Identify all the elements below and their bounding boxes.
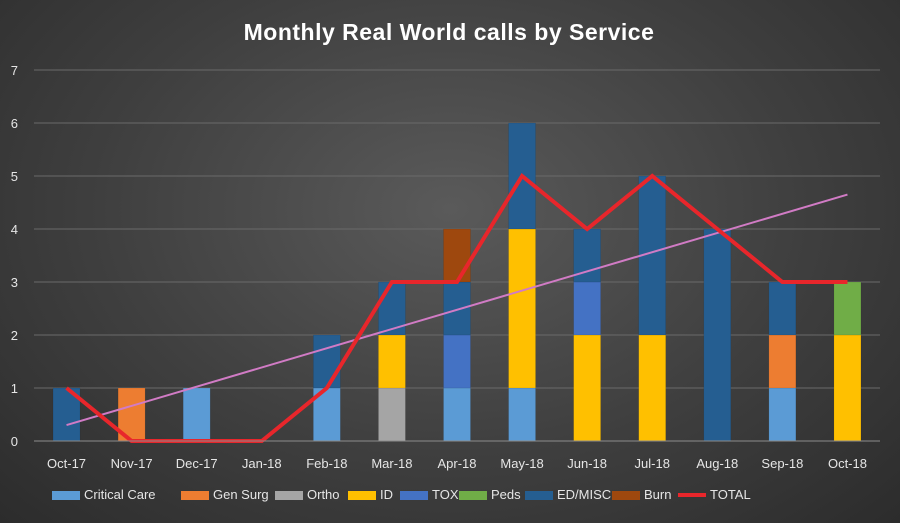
trendline-segment <box>66 193 848 427</box>
bar-segment-ortho <box>378 387 406 442</box>
y-axis-ticks: 0 1 2 3 4 5 6 7 <box>11 63 18 449</box>
y-tick-label: 0 <box>11 434 18 449</box>
y-tick-label: 5 <box>11 169 18 184</box>
x-tick-label: Jan-18 <box>242 456 282 471</box>
legend-label: ED/MISC <box>557 487 611 502</box>
legend-item: Gen Surg <box>181 487 269 502</box>
legend-swatch <box>275 491 303 500</box>
bar-segment-peds <box>833 281 862 336</box>
bar-segment-ed-misc <box>703 228 732 442</box>
chart-title: Monthly Real World calls by Service <box>244 19 655 45</box>
legend-label: Critical Care <box>84 487 156 502</box>
legend-label: Peds <box>491 487 521 502</box>
legend-item: ED/MISC <box>525 487 611 502</box>
y-tick-label: 1 <box>11 381 18 396</box>
x-tick-label: Oct-18 <box>828 456 867 471</box>
x-tick-label: Jun-18 <box>567 456 607 471</box>
legend-label: ID <box>380 487 393 502</box>
x-axis-ticks: Oct-17 Nov-17 Dec-17 Jan-18 Feb-18 Mar-18 Apr-… <box>47 456 867 471</box>
y-tick-label: 2 <box>11 328 18 343</box>
y-tick-label: 7 <box>11 63 18 78</box>
y-tick-label: 6 <box>11 116 18 131</box>
legend-item: Critical Care <box>52 487 156 502</box>
x-tick-label: Oct-17 <box>47 456 86 471</box>
bar-segment-ed-misc <box>443 281 471 336</box>
x-tick-label: Jul-18 <box>635 456 670 471</box>
bar-segment-id <box>833 334 862 442</box>
bar-segment-ed-misc <box>573 228 601 283</box>
x-tick-label: Sep-18 <box>761 456 803 471</box>
bar-segment-gen-surg <box>768 334 797 389</box>
bar-segment-id <box>638 334 666 442</box>
legend-swatch <box>52 491 80 500</box>
legend-swatch <box>525 491 553 500</box>
legend-swatch <box>400 491 428 500</box>
bar-segment-burn <box>443 228 471 283</box>
bar-segment-id <box>508 228 536 389</box>
bar-segment-tox <box>573 281 601 336</box>
legend-swatch <box>612 491 640 500</box>
legend-label: Ortho <box>307 487 340 502</box>
legend-label: TOX <box>432 487 459 502</box>
y-tick-label: 4 <box>11 222 18 237</box>
x-tick-label: Nov-17 <box>111 456 153 471</box>
legend-label: Burn <box>644 487 671 502</box>
bar-segment-critical-care <box>182 387 211 442</box>
x-tick-label: Dec-17 <box>176 456 218 471</box>
x-tick-label: Apr-18 <box>437 456 476 471</box>
bar-segment-critical-care <box>443 387 471 442</box>
legend: Critical Care Gen Surg Ortho ID TOX Peds ED/MI… <box>52 487 751 502</box>
x-tick-label: Feb-18 <box>306 456 347 471</box>
legend-label: Gen Surg <box>213 487 269 502</box>
bar-segment-id <box>378 334 406 389</box>
y-tick-label: 3 <box>11 275 18 290</box>
legend-item: TOX <box>400 487 459 502</box>
bar-segment-ed-misc <box>768 281 797 336</box>
legend-item: TOTAL <box>678 487 751 502</box>
trendline <box>66 193 848 427</box>
x-tick-label: May-18 <box>500 456 543 471</box>
legend-item: Peds <box>459 487 521 502</box>
bar-segment-id <box>573 334 601 442</box>
legend-label: TOTAL <box>710 487 751 502</box>
legend-swatch <box>181 491 209 500</box>
legend-item: Burn <box>612 487 671 502</box>
x-tick-label: Mar-18 <box>371 456 412 471</box>
bar-segment-tox <box>443 334 471 389</box>
bar-segment-critical-care <box>768 387 797 442</box>
legend-item: Ortho <box>275 487 340 502</box>
legend-swatch <box>459 491 487 500</box>
x-tick-label: Aug-18 <box>696 456 738 471</box>
bar-segment-critical-care <box>508 387 536 442</box>
legend-swatch <box>348 491 376 500</box>
legend-item: ID <box>348 487 393 502</box>
bar-segment-ed-misc <box>313 334 341 389</box>
bars <box>52 122 862 442</box>
